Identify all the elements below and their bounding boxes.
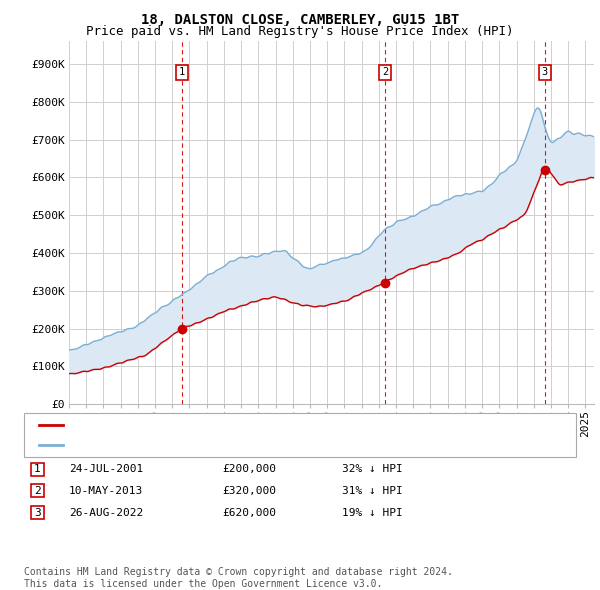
Text: 24-JUL-2001: 24-JUL-2001 bbox=[69, 464, 143, 474]
Text: 2: 2 bbox=[382, 67, 388, 77]
Text: Price paid vs. HM Land Registry's House Price Index (HPI): Price paid vs. HM Land Registry's House … bbox=[86, 25, 514, 38]
Text: 18, DALSTON CLOSE, CAMBERLEY, GU15 1BT: 18, DALSTON CLOSE, CAMBERLEY, GU15 1BT bbox=[141, 13, 459, 27]
Text: 19% ↓ HPI: 19% ↓ HPI bbox=[342, 508, 403, 517]
Text: 3: 3 bbox=[542, 67, 548, 77]
Text: HPI: Average price, detached house, Surrey Heath: HPI: Average price, detached house, Surr… bbox=[70, 440, 394, 450]
Text: 31% ↓ HPI: 31% ↓ HPI bbox=[342, 486, 403, 496]
Text: 26-AUG-2022: 26-AUG-2022 bbox=[69, 508, 143, 517]
Text: £620,000: £620,000 bbox=[222, 508, 276, 517]
Text: 2: 2 bbox=[34, 486, 41, 496]
Text: 32% ↓ HPI: 32% ↓ HPI bbox=[342, 464, 403, 474]
Text: £200,000: £200,000 bbox=[222, 464, 276, 474]
Text: 1: 1 bbox=[179, 67, 185, 77]
Text: 1: 1 bbox=[34, 464, 41, 474]
Text: 10-MAY-2013: 10-MAY-2013 bbox=[69, 486, 143, 496]
Text: 3: 3 bbox=[34, 508, 41, 517]
Text: 18, DALSTON CLOSE, CAMBERLEY, GU15 1BT (detached house): 18, DALSTON CLOSE, CAMBERLEY, GU15 1BT (… bbox=[70, 421, 442, 430]
Text: Contains HM Land Registry data © Crown copyright and database right 2024.
This d: Contains HM Land Registry data © Crown c… bbox=[24, 567, 453, 589]
Text: £320,000: £320,000 bbox=[222, 486, 276, 496]
